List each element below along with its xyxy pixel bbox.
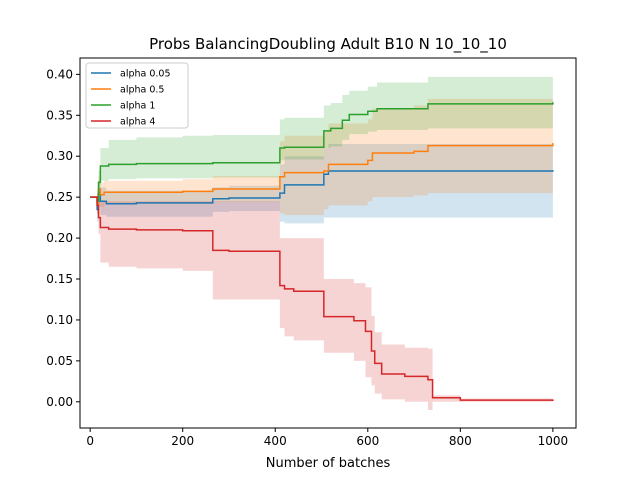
x-axis: 0 200 400 600 800 1000 — [86, 428, 568, 448]
chart-title: Probs BalancingDoubling Adult B10 N 10_1… — [149, 35, 507, 54]
legend-label-alpha-0-05: alpha 0.05 — [120, 69, 171, 80]
y-tick-label: 0.25 — [46, 190, 73, 204]
plot-frame — [79, 57, 577, 429]
band-alpha-0-5 — [90, 95, 553, 216]
y-tick-label: 0.20 — [46, 231, 73, 245]
y-tick-label: 0.35 — [46, 108, 73, 122]
x-tick-label: 0 — [86, 434, 94, 448]
y-tick-label: 0.00 — [46, 395, 73, 409]
x-tick-label: 800 — [449, 434, 472, 448]
legend-label-alpha-0-5: alpha 0.5 — [120, 85, 164, 96]
y-tick-label: 0.10 — [46, 313, 73, 327]
line-alpha-4 — [90, 196, 554, 401]
x-tick-label: 200 — [171, 434, 194, 448]
legend-label-alpha-4: alpha 4 — [120, 117, 155, 128]
legend-box — [85, 62, 189, 129]
y-tick-label: 0.40 — [46, 67, 73, 81]
legend-label-alpha-1: alpha 1 — [120, 101, 155, 112]
line-alpha-1 — [90, 102, 554, 202]
legend: alpha 0.05 alpha 0.5 alpha 1 alpha 4 — [85, 62, 189, 129]
x-tick-label: 600 — [356, 434, 379, 448]
y-tick-label: 0.30 — [46, 149, 73, 163]
x-tick-label: 1000 — [538, 434, 569, 448]
line-alpha-0-5 — [90, 143, 554, 207]
band-alpha-4 — [90, 193, 553, 410]
band-alpha-1 — [90, 75, 553, 210]
y-tick-label: 0.05 — [46, 354, 73, 368]
x-tick-label: 400 — [264, 434, 287, 448]
y-tick-label: 0.15 — [46, 272, 73, 286]
x-axis-label: Number of batches — [266, 456, 391, 471]
y-axis: 0.00 0.05 0.10 0.15 0.20 0.25 0.30 0.35 0.40 — [46, 67, 80, 409]
series-lines — [90, 102, 554, 401]
confidence-bands — [90, 75, 553, 410]
